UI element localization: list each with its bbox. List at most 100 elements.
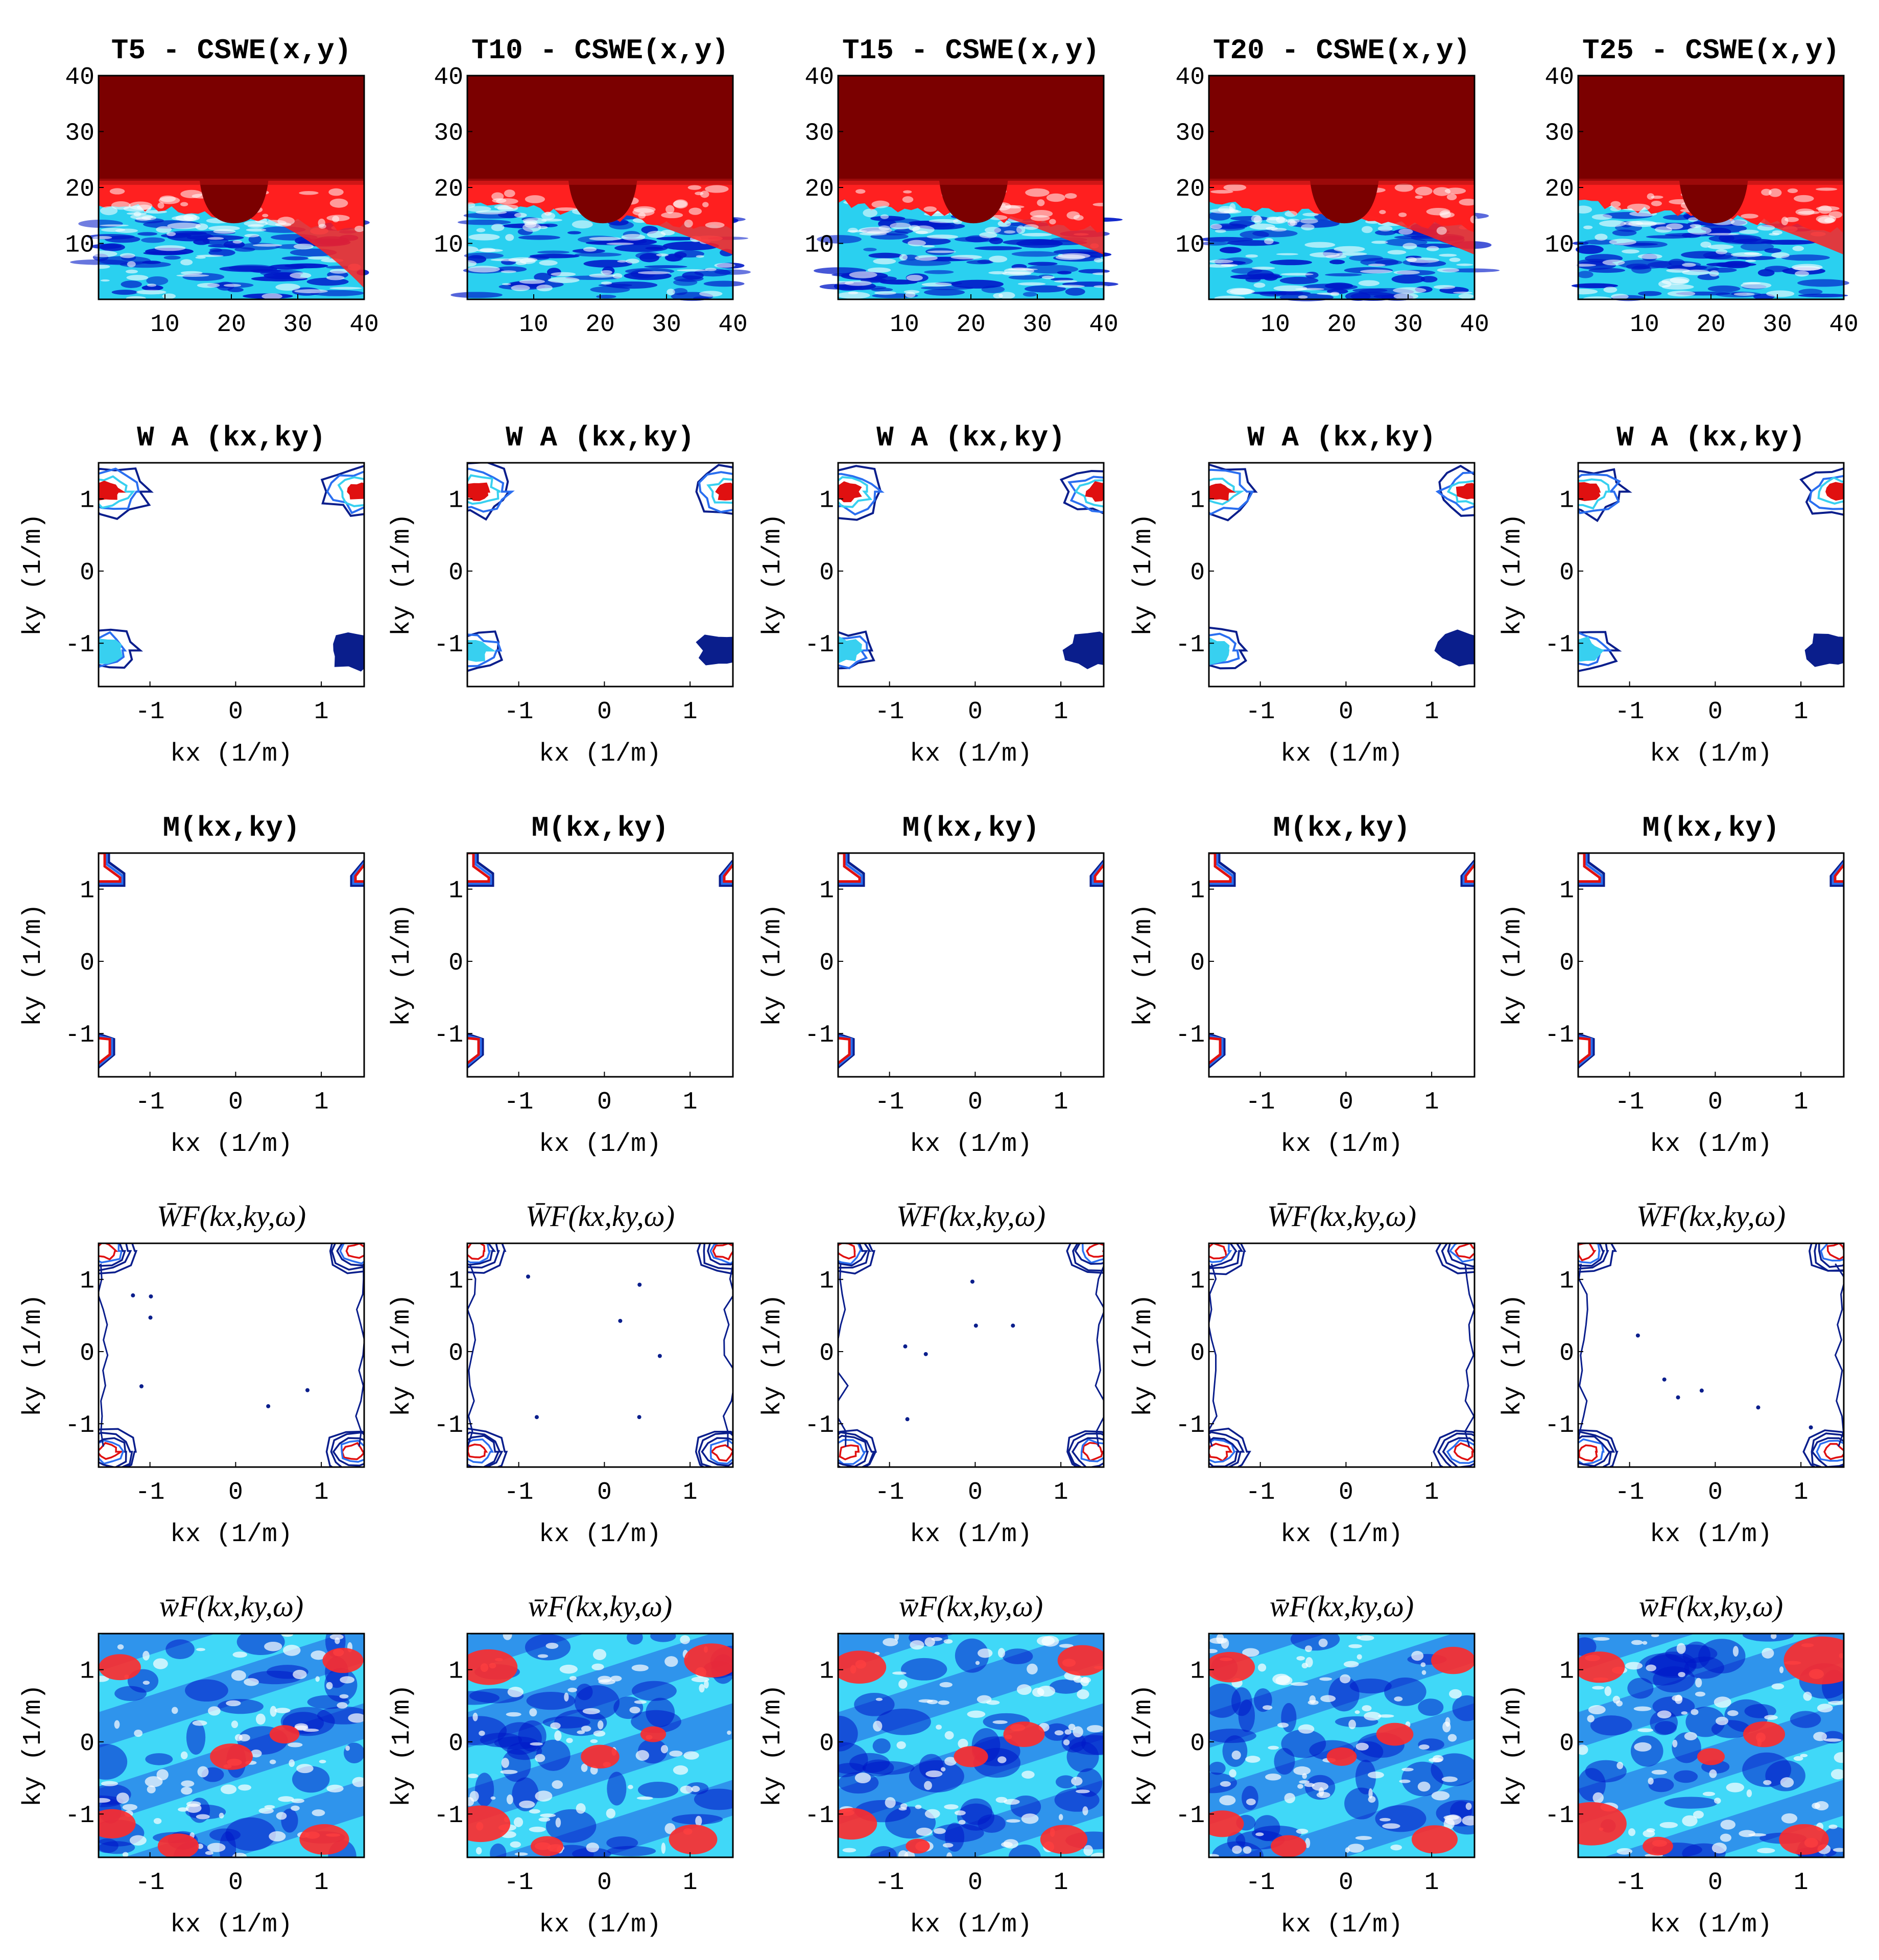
- speck: [197, 1766, 209, 1778]
- streak: [1210, 224, 1222, 229]
- x-axis-label: kx (1/m): [539, 740, 661, 769]
- x-tick-label: 0: [1339, 1479, 1353, 1506]
- streak: [262, 214, 269, 218]
- speck: [1631, 1640, 1643, 1645]
- y-axis-label: ky (1/m): [388, 1294, 417, 1416]
- speck: [925, 1770, 943, 1778]
- x-tick-label: 1: [683, 1089, 698, 1116]
- contour-line: [1820, 1243, 1844, 1262]
- speck: [232, 1651, 248, 1658]
- contour-line: [1578, 1243, 1618, 1273]
- x-tick-label: -1: [1615, 698, 1645, 726]
- y-tick-label: -1: [1175, 1412, 1205, 1439]
- speck: [1684, 1732, 1697, 1741]
- streak: [1719, 234, 1734, 242]
- streak: [496, 198, 518, 204]
- spectrum-map: [99, 1634, 364, 1857]
- contour-line: [1578, 631, 1613, 667]
- speck: [916, 1827, 933, 1836]
- y-tick-label: 0: [1190, 1730, 1205, 1758]
- axes-frame: [837, 852, 1105, 1078]
- speck: [311, 1650, 326, 1660]
- contour-line: [99, 467, 140, 510]
- contour-line: [333, 632, 364, 672]
- streak: [109, 188, 125, 195]
- speck: [1354, 1710, 1360, 1714]
- x-tick-label: 40: [1829, 311, 1859, 339]
- panel-r1-T20: T20 - CSWE(x,y) 10 20 30 40 40 30 20 10: [1175, 34, 1500, 339]
- streak: [923, 289, 965, 296]
- streak: [1053, 249, 1101, 255]
- streak: [1406, 257, 1417, 262]
- y-tick-label: 1: [448, 878, 463, 905]
- speck: [171, 1707, 178, 1714]
- blob: [1355, 1759, 1376, 1794]
- x-tick-label: 0: [597, 1479, 612, 1506]
- speck: [340, 1676, 355, 1684]
- y-tick-label: 0: [1559, 559, 1574, 587]
- contour-line: [467, 630, 504, 672]
- contour-set: [1578, 853, 1844, 1069]
- streak: [495, 266, 527, 272]
- streak: [1064, 193, 1077, 199]
- speck: [1411, 1650, 1424, 1661]
- y-tick-label: -1: [65, 1022, 94, 1049]
- contour-line: [695, 1430, 733, 1467]
- speck: [669, 1750, 683, 1757]
- peak: [1209, 1810, 1244, 1837]
- contour-line: [1578, 1243, 1609, 1270]
- x-axis-label: kx (1/m): [910, 1910, 1032, 1940]
- blob: [281, 1808, 298, 1833]
- contour-line: [1089, 860, 1104, 887]
- x-tick-label: 1: [683, 698, 698, 726]
- axes-frame: [98, 462, 365, 688]
- speck: [1021, 1770, 1035, 1779]
- speck: [915, 1805, 922, 1809]
- streak: [166, 231, 176, 237]
- streak: [879, 279, 918, 285]
- peak: [269, 1725, 300, 1744]
- streak: [1436, 226, 1447, 235]
- band: [99, 1634, 364, 1748]
- speck: [1592, 1686, 1605, 1690]
- cap-edge: [467, 178, 733, 185]
- speck: [1651, 1634, 1659, 1638]
- x-tick-label: -1: [504, 1869, 534, 1897]
- blob: [627, 1634, 643, 1645]
- band: [838, 1634, 955, 1671]
- speck: [854, 1773, 871, 1784]
- speck: [1401, 1767, 1414, 1772]
- streak: [1304, 242, 1336, 248]
- speck: [180, 1751, 188, 1759]
- speck: [326, 1784, 344, 1792]
- contour-dot: [905, 1417, 910, 1422]
- streak: [621, 233, 646, 241]
- y-tick-label: 1: [1559, 878, 1574, 905]
- speck: [938, 1700, 950, 1705]
- streak: [544, 211, 552, 216]
- contour-line: [1074, 479, 1104, 508]
- speck: [1312, 1782, 1329, 1791]
- streak: [1667, 291, 1696, 297]
- blob: [99, 1744, 128, 1780]
- speck: [896, 1741, 906, 1750]
- speck: [1071, 1777, 1083, 1786]
- speck: [1714, 1696, 1731, 1708]
- streak: [1795, 271, 1810, 277]
- streak: [1745, 259, 1756, 262]
- contour-line: [838, 1429, 877, 1467]
- panel-title: T25 - CSWE(x,y): [1582, 34, 1840, 67]
- speck: [924, 1781, 932, 1790]
- streak: [1739, 229, 1759, 234]
- speck: [1347, 1844, 1364, 1853]
- speck: [1429, 1758, 1443, 1763]
- peak: [299, 1824, 349, 1855]
- streak: [1253, 216, 1263, 224]
- contour-line: [467, 1243, 496, 1266]
- contour-line: [1578, 853, 1605, 887]
- streak: [1250, 291, 1303, 295]
- streak: [589, 273, 615, 278]
- axes-frame: [466, 1242, 734, 1468]
- speck: [1800, 1754, 1808, 1757]
- contour-line: [838, 481, 862, 503]
